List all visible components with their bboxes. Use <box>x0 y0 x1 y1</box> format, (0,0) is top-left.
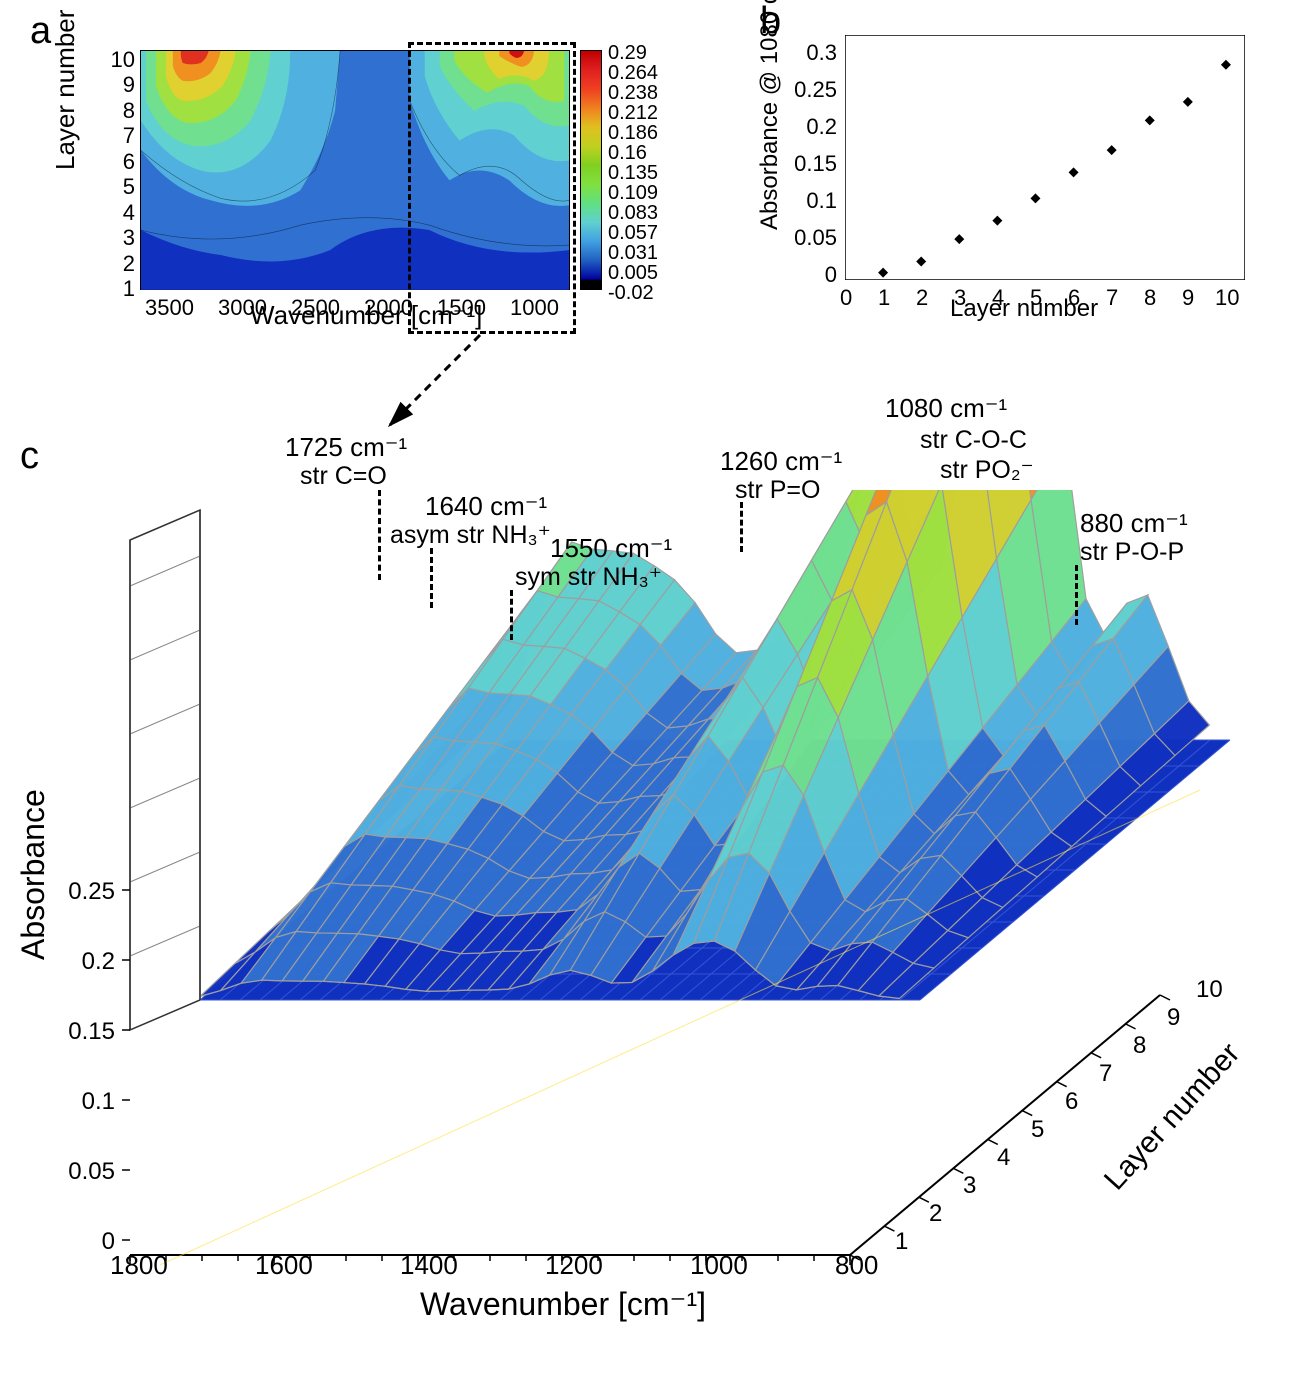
axis-a-y-label: Layer number <box>50 10 81 170</box>
tick-a-x-3500: 3500 <box>145 295 194 321</box>
tick-c-y-5: 5 <box>1031 1116 1044 1144</box>
tick-b-y-6: 0.3 <box>782 40 837 66</box>
tick-b-y-4: 0.2 <box>782 114 837 140</box>
assign-1640: asym str NH₃⁺ <box>390 520 551 550</box>
panel-c-3d-surface: 0 0.05 0.1 0.15 0.2 0.25 1800 1600 1400 … <box>20 400 1280 1370</box>
tick-c-z-1: 0.05 <box>60 1158 115 1186</box>
tick-a-y-10: 10 <box>105 47 135 73</box>
tick-c-y-8: 8 <box>1133 1032 1146 1060</box>
peak-1260: 1260 cm⁻¹ <box>720 448 842 474</box>
tick-c-y-2: 2 <box>929 1200 942 1228</box>
dash-1550 <box>510 590 513 640</box>
dashed-zoom-box <box>408 42 576 334</box>
tick-c-x-800: 800 <box>835 1250 878 1281</box>
tick-b-x-10: 10 <box>1215 285 1239 311</box>
tick-c-y-7: 7 <box>1099 1060 1112 1088</box>
surface-svg <box>100 490 1280 1320</box>
tick-b-y-5: 0.25 <box>782 77 837 103</box>
peak-1640: 1640 cm⁻¹ <box>425 493 547 519</box>
tick-c-y-6: 6 <box>1065 1088 1078 1116</box>
tick-a-y-4: 4 <box>105 200 135 226</box>
cb-12: -0.02 <box>608 282 654 305</box>
tick-c-y-10: 10 <box>1196 976 1223 1004</box>
tick-b-x-1: 1 <box>878 285 890 311</box>
tick-c-y-3: 3 <box>963 1172 976 1200</box>
assign-1725: str C=O <box>300 462 387 491</box>
dash-1640 <box>430 548 433 608</box>
tick-c-z-2: 0.1 <box>60 1088 115 1116</box>
peak-880: 880 cm⁻¹ <box>1080 510 1188 536</box>
assign-1260: str P=O <box>735 476 820 505</box>
tick-b-y-3: 0.15 <box>782 151 837 177</box>
tick-c-z-5: 0.25 <box>60 878 115 906</box>
assign-1080a: str C-O-C <box>920 426 1027 455</box>
tick-b-y-0: 0 <box>782 262 837 288</box>
tick-a-y-7: 7 <box>105 123 135 149</box>
tick-b-x-2: 2 <box>916 285 928 311</box>
assign-880: str P-O-P <box>1080 538 1184 567</box>
tick-c-z-3: 0.15 <box>60 1018 115 1046</box>
tick-c-z-4: 0.2 <box>60 948 115 976</box>
dash-1260 <box>740 502 743 552</box>
tick-a-y-5: 5 <box>105 174 135 200</box>
axis-b-x-label: Layer number <box>950 295 1098 323</box>
tick-a-y-1: 1 <box>105 276 135 302</box>
tick-b-x-8: 8 <box>1144 285 1156 311</box>
tick-c-z-0: 0 <box>60 1228 115 1256</box>
panel-b-scatter: 0 0.05 0.1 0.15 0.2 0.25 0.3 0 1 2 3 4 5… <box>740 10 1280 340</box>
tick-a-y-8: 8 <box>105 98 135 124</box>
tick-c-x-1800: 1800 <box>110 1250 168 1281</box>
assign-1080b: str PO₂⁻ <box>940 455 1034 485</box>
tick-b-x-7: 7 <box>1106 285 1118 311</box>
axis-c-z-label: Absorbance <box>15 789 52 960</box>
peak-1080: 1080 cm⁻¹ <box>885 395 1007 421</box>
panel-a-contour: 1 2 3 4 5 6 7 8 9 10 3500 3000 2500 2000… <box>30 20 710 350</box>
assign-1550: sym str NH₃⁺ <box>515 562 662 592</box>
dash-1725 <box>378 490 381 580</box>
tick-c-x-1000: 1000 <box>690 1250 748 1281</box>
tick-b-x-0: 0 <box>840 285 852 311</box>
colorbar <box>580 50 602 290</box>
tick-a-y-6: 6 <box>105 149 135 175</box>
peak-1550: 1550 cm⁻¹ <box>550 535 672 561</box>
tick-c-y-1: 1 <box>895 1228 908 1256</box>
dash-880 <box>1075 565 1078 625</box>
scatter-svg <box>845 35 1245 280</box>
tick-a-y-2: 2 <box>105 251 135 277</box>
axis-c-x-label: Wavenumber [cm⁻¹] <box>420 1285 706 1323</box>
tick-c-x-1400: 1400 <box>400 1250 458 1281</box>
tick-b-x-9: 9 <box>1182 285 1194 311</box>
tick-c-y-4: 4 <box>997 1144 1010 1172</box>
tick-a-y-9: 9 <box>105 72 135 98</box>
tick-b-y-2: 0.1 <box>782 188 837 214</box>
axis-b-y-label: Absorbance @ 1080 cm⁻¹ <box>755 0 784 230</box>
tick-c-x-1200: 1200 <box>545 1250 603 1281</box>
tick-a-y-3: 3 <box>105 225 135 251</box>
peak-1725: 1725 cm⁻¹ <box>285 434 407 460</box>
tick-b-y-1: 0.05 <box>782 225 837 251</box>
tick-c-y-9: 9 <box>1167 1004 1180 1032</box>
tick-c-x-1600: 1600 <box>255 1250 313 1281</box>
